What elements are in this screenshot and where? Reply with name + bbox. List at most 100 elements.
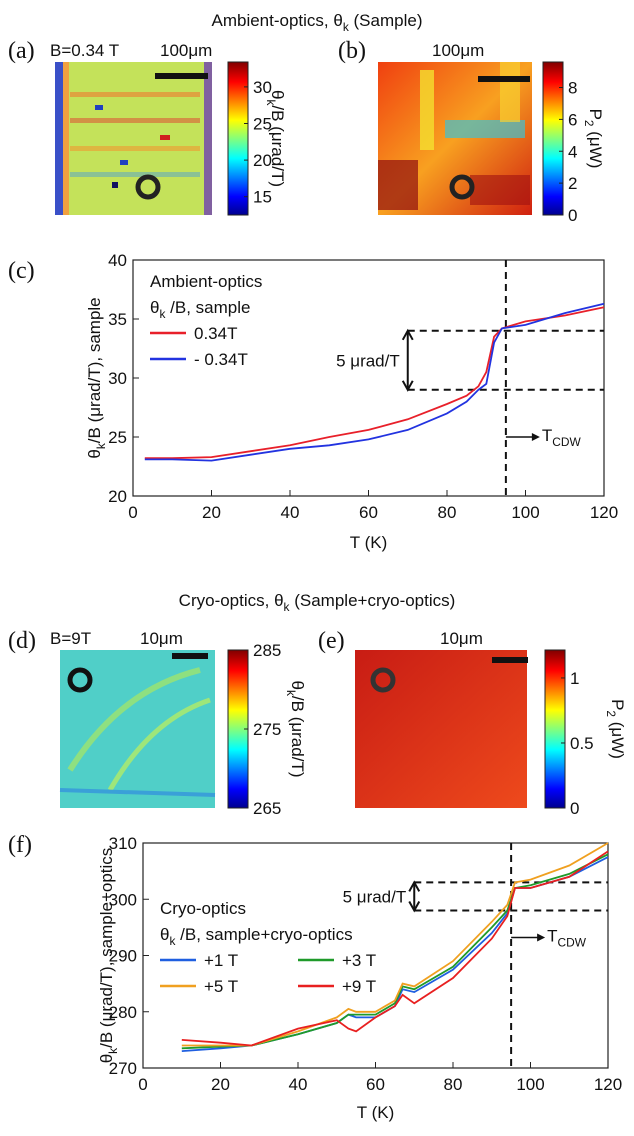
y-axis-label: θk/B (μrad/T), sample+optics — [97, 848, 120, 1064]
x-axis-label: T (K) — [350, 533, 387, 552]
section-title-main: Cryo-optics, θ — [179, 591, 284, 610]
heatmap-image — [355, 650, 528, 808]
step-arrow-head — [401, 328, 414, 392]
panel-label: (c) — [8, 258, 35, 284]
series-line — [144, 302, 605, 462]
x-tick-label: 120 — [594, 1075, 622, 1094]
x-tick-label: 40 — [281, 503, 300, 522]
colorbar-label: P2 (μW) — [582, 109, 605, 169]
legend-title-rest: /B, sample+cryo-optics — [175, 925, 352, 944]
legend-title-rest: /B, sample — [165, 298, 250, 317]
legend-title: Cryo-optics — [160, 899, 246, 918]
colorbar-tick-label: 20 — [253, 151, 272, 170]
y-tick-label: 25 — [108, 428, 127, 447]
series-line — [144, 306, 605, 460]
x-axis-label: T (K) — [357, 1103, 394, 1122]
y-tick-label: 290 — [109, 947, 137, 966]
panel-label: (b) — [338, 38, 366, 64]
legend-label: +1 T — [204, 951, 238, 970]
transition-label-sub: CDW — [552, 435, 581, 449]
legend-title: θk /B, sample — [150, 298, 250, 321]
colorbar-label-main: P — [586, 109, 605, 120]
colorbar-tick-label: 6 — [568, 110, 577, 129]
colorbar-label-rest: (μW) — [586, 127, 605, 169]
colorbar-label-rest: /B (μrad/T) — [288, 696, 307, 778]
scale-bar-label: 10μm — [440, 629, 483, 648]
colorbar-label-sub: k — [284, 690, 298, 696]
x-tick-label: 0 — [138, 1075, 147, 1094]
panel-label: (d) — [8, 628, 36, 654]
y-tick-label: 270 — [109, 1059, 137, 1078]
colorbar-tick-label: 0 — [568, 206, 577, 225]
colorbar — [227, 61, 249, 216]
section-title-rest: (Sample) — [349, 11, 423, 30]
y-tick-label: 310 — [109, 834, 137, 853]
colorbar-label-main: θ — [288, 680, 307, 689]
colorbar-tick-label: 15 — [253, 188, 272, 207]
transition-label: TCDW — [542, 426, 582, 449]
y-tick-label: 280 — [109, 1003, 137, 1022]
transition-label-main: T — [547, 927, 557, 946]
x-tick-label: 40 — [289, 1075, 308, 1094]
y-tick-label: 35 — [108, 310, 127, 329]
heatmap-image — [378, 62, 532, 215]
transition-arrow-head — [531, 433, 540, 441]
colorbar-label-main: θ — [268, 90, 287, 99]
colorbar-label-main: P — [608, 699, 627, 710]
y-axis-label: θk/B (μrad/T), sample — [85, 297, 108, 458]
x-tick-label: 100 — [511, 503, 539, 522]
colorbar-tick-label: 30 — [253, 78, 272, 97]
x-tick-label: 20 — [202, 503, 221, 522]
y-tick-label: 30 — [108, 369, 127, 388]
colorbar — [544, 649, 566, 809]
legend-label: +9 T — [342, 977, 376, 996]
colorbar-tick-label: 1 — [570, 669, 579, 688]
section-title-rest: (Sample+cryo-optics) — [290, 591, 456, 610]
colorbar-tick-label: 25 — [253, 114, 272, 133]
colorbar-tick-label: 0 — [570, 799, 579, 818]
panel-label: (e) — [318, 628, 345, 654]
legend-title: Ambient-optics — [150, 272, 262, 291]
legend-label: 0.34T — [194, 324, 237, 343]
y-axis-label-sub: k — [94, 443, 108, 449]
x-tick-label: 20 — [211, 1075, 230, 1094]
colorbar — [542, 61, 564, 216]
legend-title-sub: k — [169, 934, 175, 948]
transition-label-main: T — [542, 426, 552, 445]
y-axis-label-rest: /B (μrad/T), sample — [85, 297, 104, 443]
x-tick-label: 100 — [516, 1075, 544, 1094]
legend-title-sub: k — [159, 307, 165, 321]
scale-bar-label: 10μm — [140, 629, 183, 648]
y-axis-label-main: θ — [85, 449, 104, 458]
colorbar-tick-label: 275 — [253, 720, 281, 739]
transition-label-sub: CDW — [558, 936, 587, 950]
legend-label: +5 T — [204, 977, 238, 996]
colorbar-label: θk/B (μrad/T) — [284, 680, 307, 777]
colorbar-tick-label: 285 — [253, 641, 281, 660]
y-tick-label: 300 — [109, 890, 137, 909]
colorbar-tick-label: 2 — [568, 174, 577, 193]
legend-label: +3 T — [342, 951, 376, 970]
colorbar-label-sub: k — [264, 99, 278, 105]
y-axis-label-main: θ — [97, 1054, 116, 1063]
series-line — [181, 856, 609, 1052]
section-title: Ambient-optics, θk (Sample) — [212, 11, 423, 34]
x-tick-label: 80 — [444, 1075, 463, 1094]
x-tick-label: 120 — [590, 503, 618, 522]
series-line — [181, 850, 609, 1047]
heatmap-image — [59, 650, 216, 808]
field-label: B=0.34 T — [50, 41, 119, 60]
y-axis-label-sub: k — [106, 1048, 120, 1054]
transition-arrow-head — [537, 933, 546, 942]
step-arrow-head — [408, 880, 421, 913]
legend-title-main: θ — [150, 298, 159, 317]
scale-bar-label: 100μm — [160, 41, 212, 60]
x-tick-label: 60 — [366, 1075, 385, 1094]
legend-title-main: θ — [160, 925, 169, 944]
colorbar-tick-label: 8 — [568, 79, 577, 98]
colorbar-label-rest: (μW) — [608, 717, 627, 759]
y-axis-label-rest: /B (μrad/T), sample+optics — [97, 848, 116, 1048]
series-line — [181, 842, 609, 1047]
panel-label: (f) — [8, 832, 32, 858]
